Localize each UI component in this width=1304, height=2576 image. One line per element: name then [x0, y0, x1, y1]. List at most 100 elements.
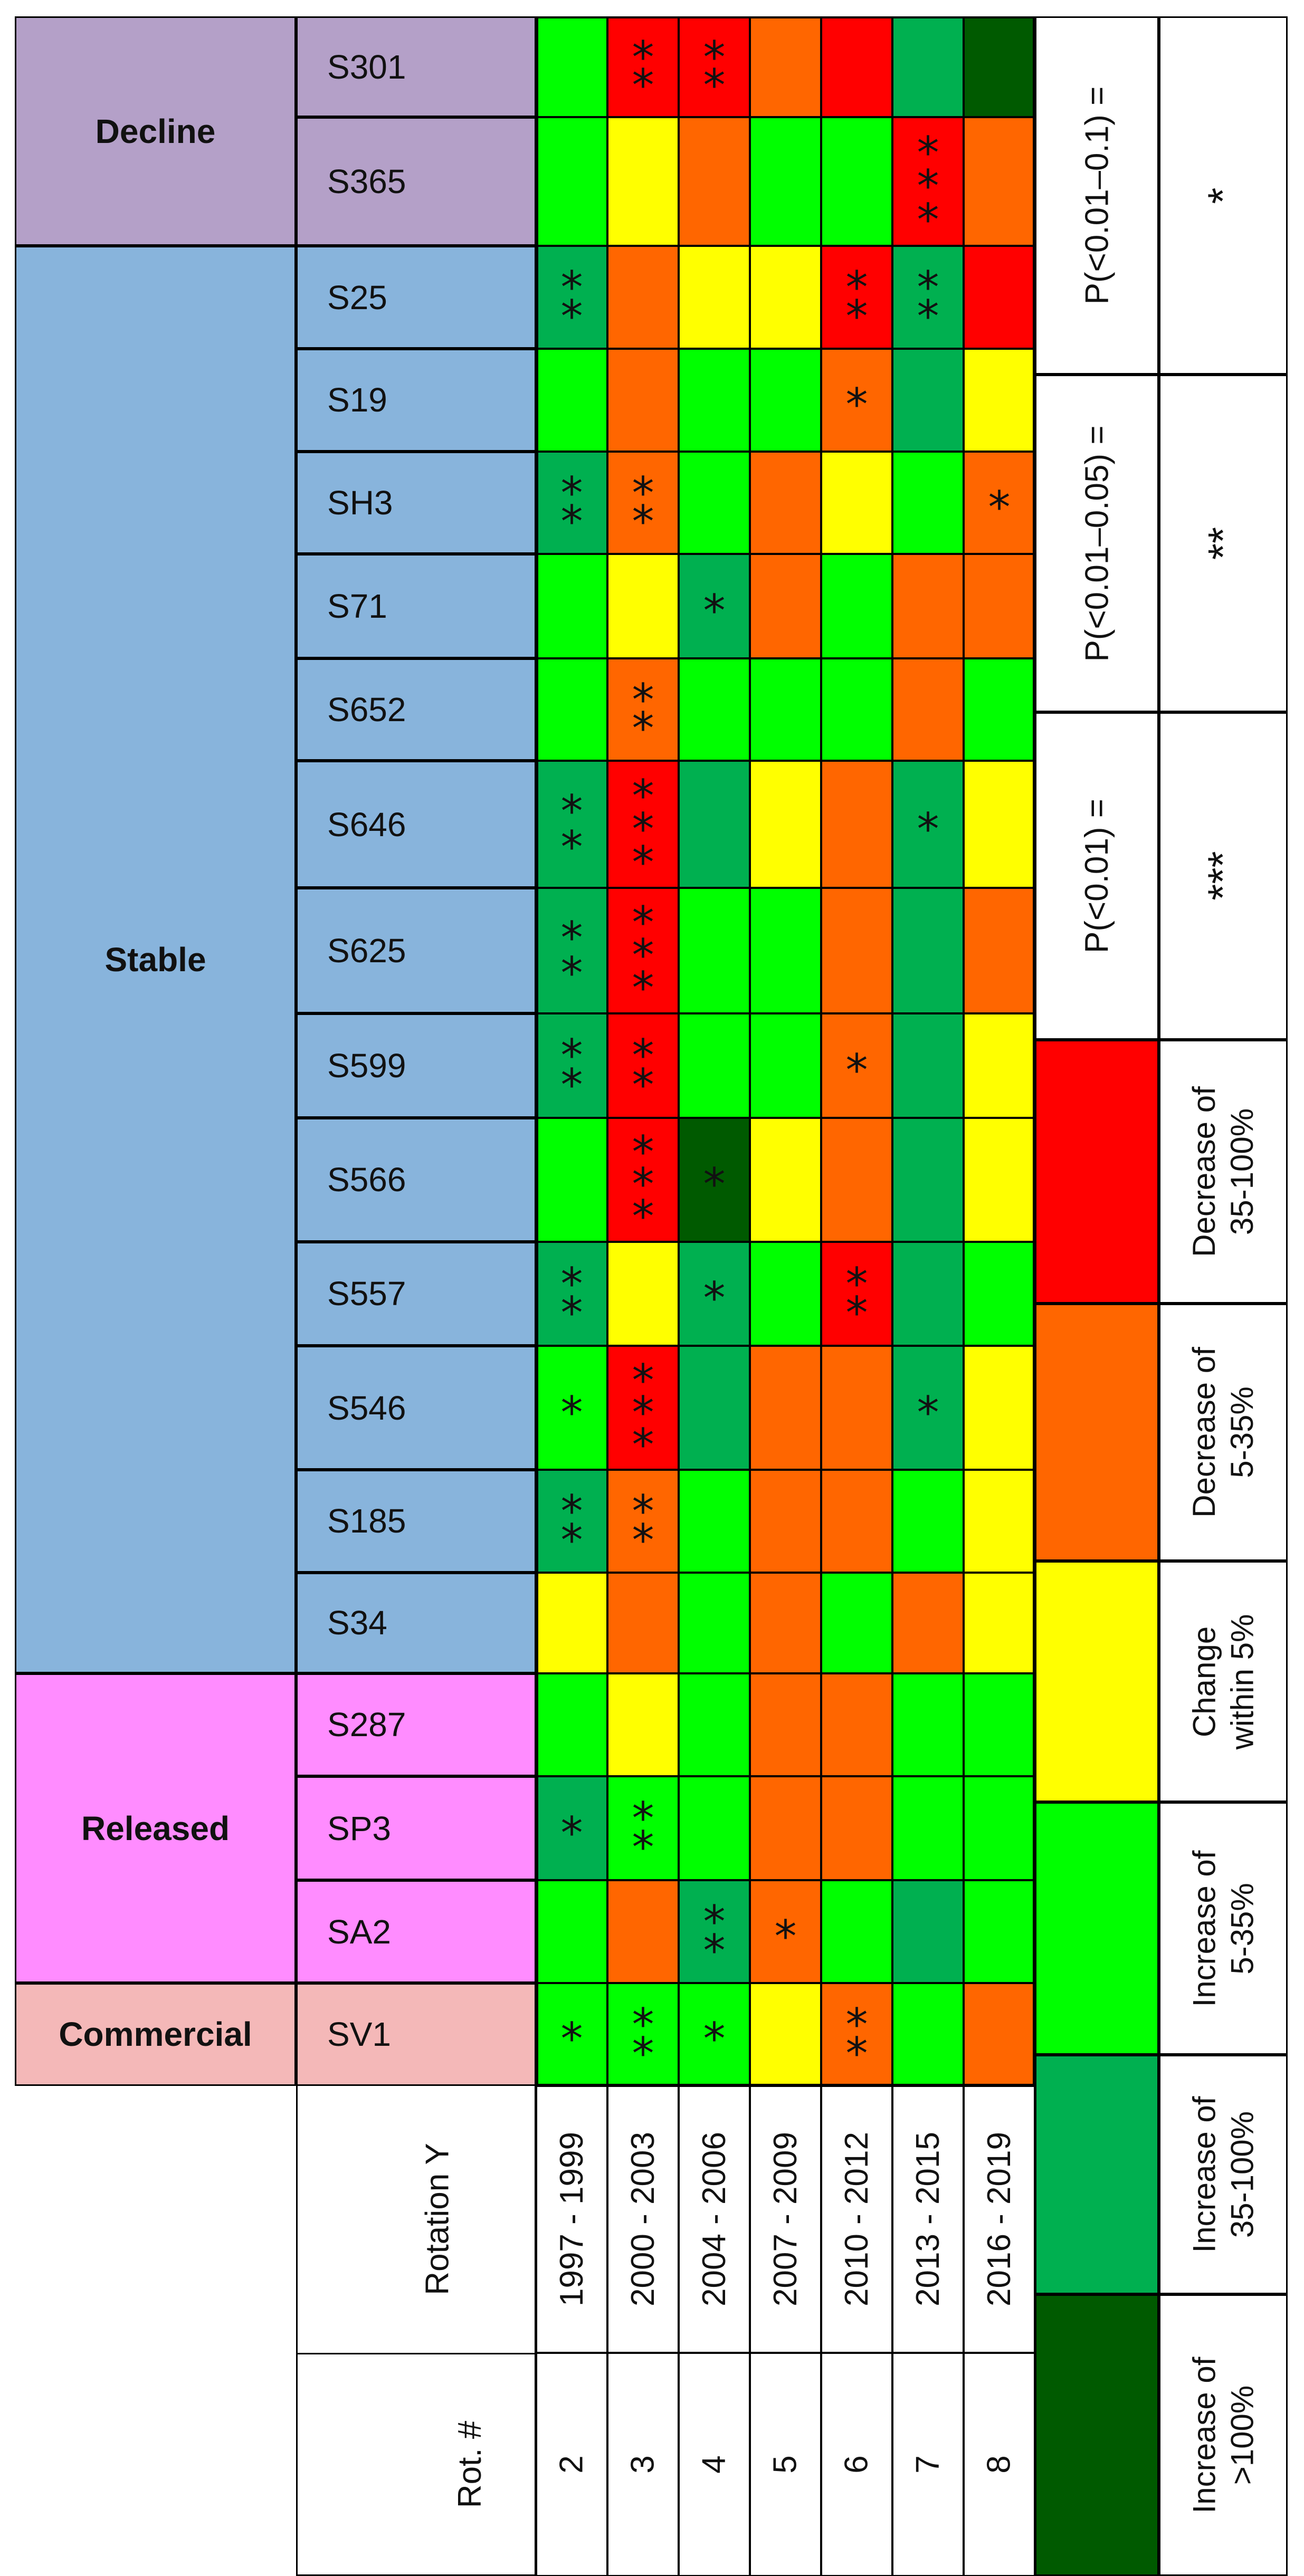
- year-range-cell: 2010 - 2012: [821, 2085, 892, 2353]
- year-range-label: 2007 - 2009: [767, 2132, 804, 2307]
- p-value-label: P(<0.01–0.05) =: [1079, 425, 1116, 662]
- significance-star: *: [632, 31, 654, 83]
- heatmap-cell: [821, 246, 892, 349]
- year-range-label: 2013 - 2015: [910, 2132, 947, 2307]
- year-range-cell: 2016 - 2019: [964, 2085, 1035, 2353]
- heatmap-cell: [964, 1470, 1035, 1573]
- heatmap-cell: [892, 246, 964, 349]
- site-label: S646: [296, 761, 536, 888]
- heatmap-cell: [821, 1776, 892, 1881]
- heatmap-cell: [964, 1983, 1035, 2086]
- heatmap-cell: [821, 117, 892, 246]
- heatmap-cell: [536, 1776, 607, 1881]
- heatmap-cell: [964, 246, 1035, 349]
- heatmap-cell: [892, 761, 964, 888]
- heatmap-cell: [964, 348, 1035, 452]
- heatmap-cell: [892, 1776, 964, 1881]
- significance-star: *: [917, 127, 939, 179]
- p-value-symbol: ***: [1200, 851, 1247, 901]
- significance-star: *: [845, 378, 868, 430]
- heatmap-cell: [821, 1572, 892, 1674]
- significance-star: *: [632, 495, 654, 548]
- legend-label-cell: Decrease of 35-100%: [1159, 1039, 1288, 1304]
- heatmap-cell: [536, 451, 607, 554]
- site-label: S34: [296, 1572, 536, 1674]
- site-label: S599: [296, 1013, 536, 1118]
- significance-star: *: [632, 2027, 654, 2079]
- heatmap-cell: [536, 1470, 607, 1573]
- heatmap-cell: [964, 658, 1035, 761]
- legend-label-cell: Increase of 5-35%: [1159, 1802, 1288, 2055]
- heatmap-cell: [892, 554, 964, 658]
- significance-star: *: [632, 674, 654, 726]
- year-range-cell: 2013 - 2015: [892, 2085, 964, 2353]
- heatmap-cell: [750, 1572, 821, 1674]
- p-value-label-cell: P(<0.01) =: [1035, 712, 1159, 1040]
- heatmap-cell: [821, 1673, 892, 1776]
- site-label: S652: [296, 658, 536, 761]
- heatmap-cell: [679, 1880, 750, 1983]
- significance-star: *: [632, 962, 654, 1014]
- heatmap-cell: [750, 1776, 821, 1881]
- significance-star: *: [703, 1272, 726, 1324]
- significance-star: *: [560, 821, 583, 873]
- significance-star: *: [632, 1419, 654, 1471]
- significance-star: *: [560, 2013, 583, 2065]
- heatmap-cell: [679, 1241, 750, 1346]
- heatmap-cell: [750, 888, 821, 1014]
- heatmap-cell: [750, 1880, 821, 1983]
- heatmap-cell: [892, 348, 964, 452]
- heatmap-cell: [607, 1013, 679, 1118]
- significance-star: *: [703, 1895, 726, 1948]
- category-band: Commercial: [15, 1983, 296, 2086]
- heatmap-cell: [679, 117, 750, 246]
- significance-star: *: [632, 770, 654, 822]
- p-value-symbol-cell: ***: [1159, 712, 1288, 1040]
- p-value-label: P(<0.01) =: [1079, 798, 1116, 953]
- heatmap-cell: [679, 1470, 750, 1573]
- legend-swatch: [1035, 2294, 1159, 2576]
- heatmap-cell: [536, 348, 607, 452]
- significance-star: *: [632, 1126, 654, 1178]
- significance-star: *: [632, 59, 654, 111]
- legend-swatch: [1035, 1802, 1159, 2055]
- legend-label: Increase of 5-35%: [1186, 1850, 1260, 2007]
- heatmap-cell: [821, 1983, 892, 2086]
- significance-star: *: [632, 1354, 654, 1406]
- heatmap-cell: [679, 348, 750, 452]
- heatmap-cell: [679, 1673, 750, 1776]
- heatmap-cell: [892, 1470, 964, 1573]
- rot-number: 3: [624, 2455, 661, 2474]
- significance-star: *: [560, 785, 583, 837]
- site-label: SP3: [296, 1776, 536, 1881]
- heatmap-cell: [607, 451, 679, 554]
- site-label: SH3: [296, 451, 536, 554]
- p-value-label-cell: P(<0.01–0.1) =: [1035, 16, 1159, 375]
- legend-label-cell: Decrease of 5-35%: [1159, 1304, 1288, 1562]
- significance-star: *: [703, 1924, 726, 1977]
- rot-number-cell: 6: [821, 2353, 892, 2576]
- significance-star: *: [560, 1514, 583, 1566]
- significance-star: *: [560, 1386, 583, 1439]
- rot-number-cell: 8: [964, 2353, 1035, 2576]
- significance-star: *: [917, 194, 939, 246]
- heatmap-cell: [679, 1572, 750, 1674]
- heatmap-cell: [607, 246, 679, 349]
- p-value-label-cell: P(<0.01–0.05) =: [1035, 375, 1159, 712]
- legend-label: Change within 5%: [1186, 1614, 1260, 1749]
- heatmap-cell: [750, 451, 821, 554]
- significance-star: *: [703, 585, 726, 637]
- heatmap-cell: [821, 1013, 892, 1118]
- p-value-symbol: *: [1200, 187, 1247, 204]
- legend-swatch: [1035, 1561, 1159, 1803]
- significance-star: *: [560, 1029, 583, 1081]
- heatmap-cell: [536, 1117, 607, 1242]
- heatmap-cell: [607, 888, 679, 1014]
- heatmap-cell: [892, 1013, 964, 1118]
- heatmap-cell: [821, 658, 892, 761]
- significance-star: *: [703, 31, 726, 83]
- heatmap-cell: [607, 1346, 679, 1470]
- significance-star: *: [560, 495, 583, 548]
- legend-label-cell: Increase of 35-100%: [1159, 2054, 1288, 2294]
- significance-star: *: [845, 1044, 868, 1096]
